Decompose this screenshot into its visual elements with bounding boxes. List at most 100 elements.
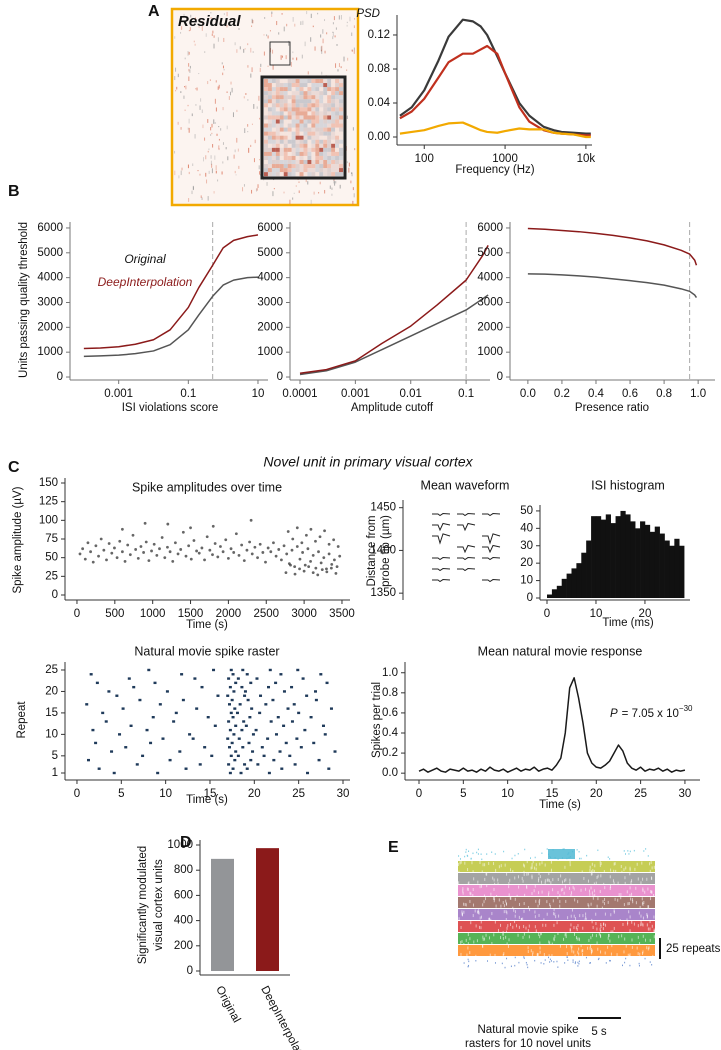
residual-speck [243,48,245,53]
residual-speck [336,44,338,46]
residual-speck [213,191,215,194]
inset-cell [335,107,340,112]
raster-speck [614,862,616,866]
inset-cell [307,127,312,132]
raster-speck [464,902,466,906]
raster-speck [637,924,639,928]
raster-speck [489,953,491,957]
spike [309,716,313,719]
residual-speck [280,55,282,60]
residual-speck [207,119,209,123]
inset-cell [291,151,296,156]
raster-speck [546,900,548,904]
raster-speck [497,928,499,932]
residual-speck [184,86,186,88]
raster-speck [480,853,482,855]
point [309,527,313,531]
raster-speck [482,944,484,948]
inset-cell [315,160,320,165]
raster-speck [638,911,640,915]
inset-cell [283,115,288,120]
inset-cell [295,107,300,112]
raster-speck [638,964,640,967]
inset-cell [327,135,332,140]
residual-speck [210,127,212,131]
raster-speck [505,899,507,903]
raster-speck [553,961,555,963]
inset-cell [335,123,340,128]
residual-speck [193,40,195,43]
spike [127,677,131,680]
inset-cell [264,99,268,104]
residual-speck [353,50,355,54]
inset-cell [339,160,343,165]
raster-speck [592,933,594,937]
raster-speck [577,924,579,928]
decorations [170,7,661,1019]
raster-speck [590,949,592,953]
spike [272,758,276,762]
raster-speck [546,912,548,916]
residual-speck [310,13,312,19]
raster-speck [493,887,495,891]
point [245,548,249,552]
y-axis-label: Spike amplitude (µV) [12,486,24,593]
inset-cell [327,139,332,144]
inset-cell [264,115,268,120]
point [200,546,204,550]
residual-speck [346,21,348,24]
raster-speck [467,868,469,872]
raster-speck [640,914,642,918]
inset-cell [287,83,292,88]
inset-cell [267,147,272,152]
raster-speck [491,851,493,853]
raster-speck [505,909,507,913]
residual-speck [272,191,274,197]
raster-speck [493,862,495,866]
inset-cell [299,119,304,124]
raster-speck [557,877,559,881]
raster-speck [608,933,610,937]
raster-speck [597,947,599,951]
inset-cell [291,119,296,124]
spike [305,694,309,697]
raster-speck [569,886,571,890]
residual-speck [347,57,349,61]
raster-speck [507,924,509,928]
raster-speck [524,893,526,897]
inset-cell [287,143,292,148]
raster-speck [544,881,546,885]
residual-speck [288,40,290,46]
raster-speck [503,910,505,914]
y-tick-label: 25 [45,570,58,582]
panel-label: E [388,839,399,856]
inset-cell [287,115,292,120]
y-tick-label: 50 [45,552,58,564]
raster-speck [550,881,552,885]
inset-cell [279,143,284,148]
residual-speck [337,69,339,72]
raster-speck [624,961,626,964]
raster-speck [639,905,641,909]
spike [203,746,207,749]
inset-cell [271,147,276,152]
inset-cell [335,155,340,160]
x-tick-label: 10 [252,388,265,400]
waveform-trace [482,557,501,561]
residual-speck [335,63,337,68]
inset-cell [303,168,308,173]
inset-cell [279,111,284,116]
inset-cell [315,123,320,128]
spike [229,711,233,715]
raster-speck [620,893,622,897]
raster-speck [573,887,575,891]
raster-speck [650,890,652,894]
residual-speck [208,148,210,151]
residual-speck [204,137,206,141]
x-axis-label: Time (s) [186,619,228,631]
x-tick-label: 1000 [492,153,518,165]
residual-speck [346,69,348,71]
raster-speck [535,863,537,867]
point [221,550,225,554]
inset-cell [264,172,268,177]
